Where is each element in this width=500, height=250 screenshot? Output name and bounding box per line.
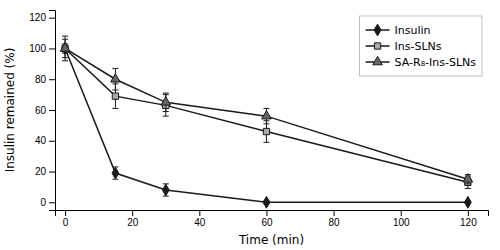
tick-label: 80: [35, 74, 47, 85]
tick: 100: [29, 43, 55, 54]
tick-label: 60: [261, 217, 273, 228]
tick-mark: [401, 210, 402, 216]
plot: 020406080100120020406080100120InsulinIns…: [29, 11, 488, 229]
tick-mark: [49, 48, 55, 49]
legend-item: Insulin: [366, 24, 431, 37]
tick: 120: [29, 12, 55, 23]
chart: 020406080100120020406080100120InsulinIns…: [0, 0, 500, 250]
tick-mark: [49, 18, 55, 19]
tick-mark: [65, 210, 66, 216]
axis-line: [49, 11, 56, 211]
marker: [112, 167, 119, 179]
marker: [463, 174, 473, 182]
marker: [464, 196, 471, 208]
error-bar: [163, 184, 169, 196]
legend-marker: [373, 56, 383, 64]
tick: 40: [194, 210, 206, 228]
tick-label: 40: [35, 135, 47, 146]
legend-label: Ins-SLNs: [395, 40, 442, 53]
tick: 0: [40, 197, 55, 208]
tick: 20: [127, 210, 139, 228]
tick-label: 120: [29, 12, 46, 23]
tick-label: 60: [35, 105, 47, 116]
legend-box: [360, 16, 482, 76]
error-bar: [112, 167, 118, 179]
tick-mark: [49, 141, 55, 142]
tick-label: 100: [29, 43, 46, 54]
axis-line: [56, 211, 489, 217]
marker: [112, 93, 118, 99]
tick-label: 40: [194, 217, 206, 228]
tick: 120: [460, 210, 477, 228]
error-bar-line: [163, 184, 169, 196]
tick-label: 20: [127, 217, 139, 228]
tick-mark: [468, 210, 469, 216]
tick: 20: [35, 166, 55, 177]
tick-label: 80: [329, 217, 341, 228]
tick-label: 120: [460, 217, 477, 228]
tick-mark: [49, 172, 55, 173]
legend-marker: [374, 43, 380, 49]
legend-item: Ins-SLNs: [366, 40, 442, 53]
marker: [161, 97, 171, 105]
legend: Insulin Ins-SLNs SA-R₈-Ins-SLNs: [360, 16, 482, 76]
tick: 40: [35, 135, 55, 146]
tick-label: 0: [63, 217, 69, 228]
tick: 100: [393, 210, 410, 228]
tick-label: 0: [40, 197, 46, 208]
tick-mark: [49, 79, 55, 80]
x-axis-title: Time (min): [238, 233, 304, 247]
tick: 60: [261, 210, 273, 228]
marker: [263, 128, 269, 134]
tick-mark: [132, 210, 133, 216]
tick-label: 100: [393, 217, 410, 228]
tick-label: 20: [35, 166, 47, 177]
tick-mark: [49, 202, 55, 203]
legend-label: Insulin: [395, 24, 431, 37]
marker: [111, 74, 121, 82]
x-axis: 0 20 40 60 80 100 120: [56, 210, 489, 228]
tick: 80: [329, 210, 341, 228]
error-bar-line: [112, 167, 118, 179]
marker: [262, 111, 272, 119]
y-axis-title: Insulin remained (%): [3, 48, 17, 173]
tick: 80: [35, 74, 55, 85]
legend-item: SA-R₈-Ins-SLNs: [366, 56, 477, 69]
marker: [60, 43, 70, 51]
legend-label: SA-R₈-Ins-SLNs: [395, 56, 477, 69]
tick-mark: [334, 210, 335, 216]
tick: 0: [63, 210, 69, 228]
marker: [162, 184, 169, 196]
marker: [263, 196, 270, 208]
y-axis: 0 20 40 60 80 100 120: [29, 11, 55, 211]
legend-marker: [374, 24, 381, 36]
tick: 60: [35, 105, 55, 116]
tick-mark: [266, 210, 267, 216]
tick-mark: [199, 210, 200, 216]
tick-mark: [49, 110, 55, 111]
